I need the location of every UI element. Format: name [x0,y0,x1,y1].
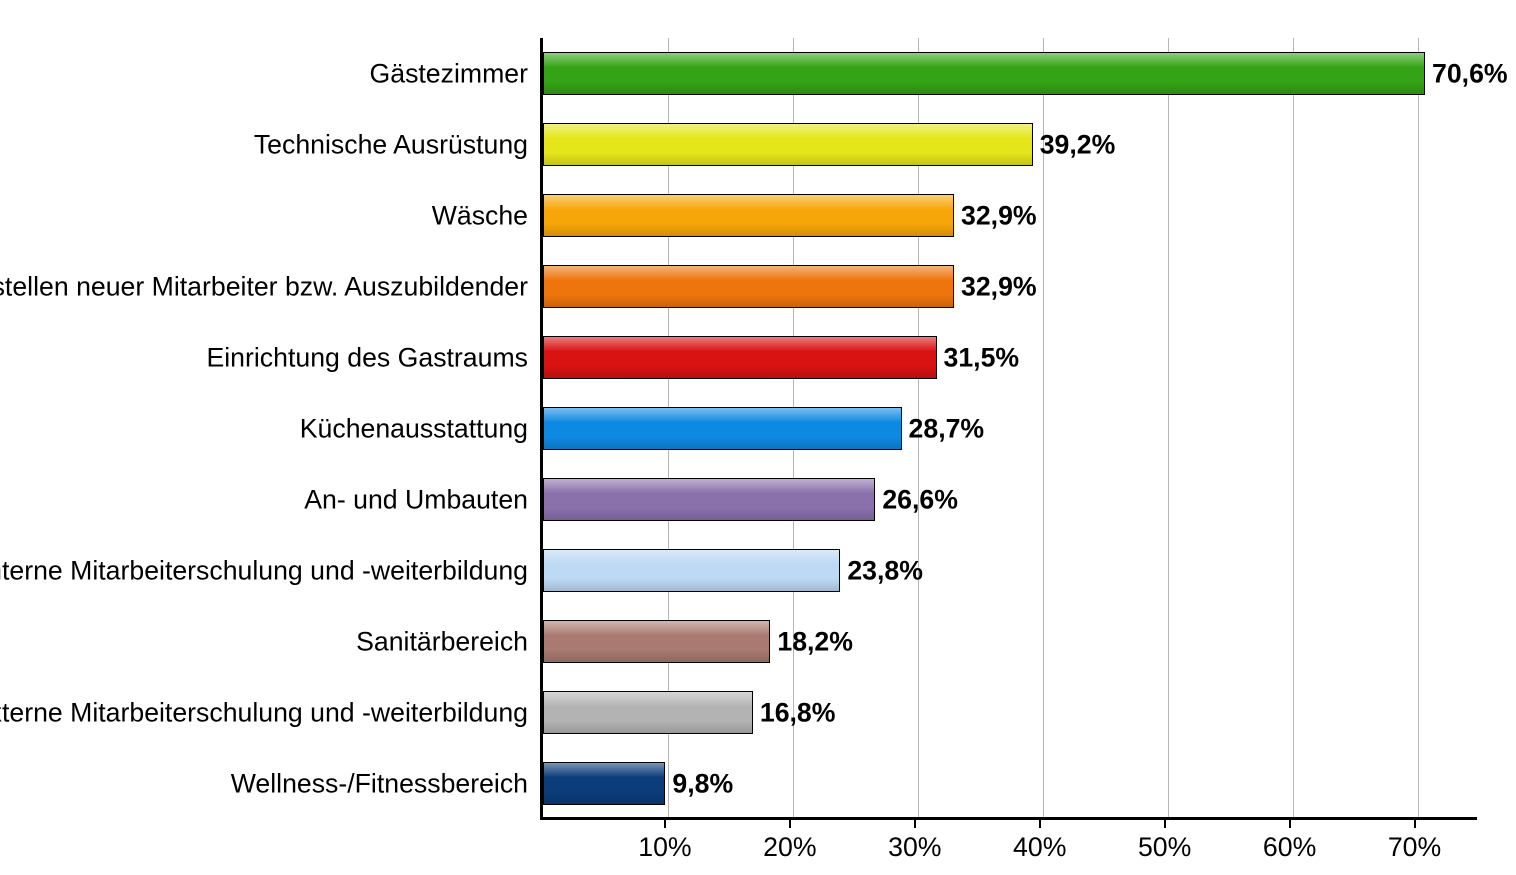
x-tick-mark [1039,820,1041,828]
bar-value-label: 9,8% [672,768,733,799]
bar [543,336,937,379]
x-tick-mark [789,820,791,828]
bars-layer [543,38,1477,817]
bar-value-label: 31,5% [944,342,1020,373]
bar [543,762,665,805]
bar-value-label: 28,7% [909,413,985,444]
category-label: Einstellen neuer Mitarbeiter bzw. Auszub… [0,271,528,302]
bar-value-label: 16,8% [760,697,836,728]
bar-value-label: 26,6% [882,484,958,515]
category-label: Sanitärbereich [356,626,528,657]
bar [543,123,1033,166]
bar [543,691,753,734]
bar [543,194,954,237]
x-tick-label: 50% [1138,832,1191,863]
x-tick-mark [914,820,916,828]
x-tick-mark [1289,820,1291,828]
bar-value-label: 70,6% [1432,58,1508,89]
category-label: Wellness-/Fitnessbereich [231,768,528,799]
x-tick-mark [1164,820,1166,828]
x-tick-label: 70% [1388,832,1441,863]
category-label: Einrichtung des Gastraums [206,342,528,373]
bar [543,407,902,450]
bar [543,52,1425,95]
chart-container: 10% 20% 30% 40% 50% 60% 70% Gästezimmer Technis… [0,0,1516,875]
bar-value-label: 39,2% [1040,129,1116,160]
category-label: Gästezimmer [370,58,528,89]
category-label: Technische Ausrüstung [254,129,528,160]
bar [543,620,770,663]
x-tick-mark [1414,820,1416,828]
bar [543,265,954,308]
x-tick-label: 20% [763,832,816,863]
bar-value-label: 18,2% [777,626,853,657]
x-tick-label: 40% [1013,832,1066,863]
x-tick-mark [664,820,666,828]
bar-value-label: 32,9% [961,200,1037,231]
category-label: Externe Mitarbeiterschulung und -weiterb… [0,697,528,728]
category-label: Interne Mitarbeiterschulung und -weiterb… [0,555,528,586]
x-tick-label: 30% [888,832,941,863]
bar-value-label: 32,9% [961,271,1037,302]
x-tick-label: 10% [638,832,691,863]
bar [543,478,875,521]
x-tick-label: 60% [1263,832,1316,863]
bar-value-label: 23,8% [847,555,923,586]
category-label: Wäsche [432,200,528,231]
category-label: Küchenausstattung [300,413,528,444]
bar [543,549,840,592]
plot-area [540,38,1477,820]
category-label: An- und Umbauten [304,484,528,515]
